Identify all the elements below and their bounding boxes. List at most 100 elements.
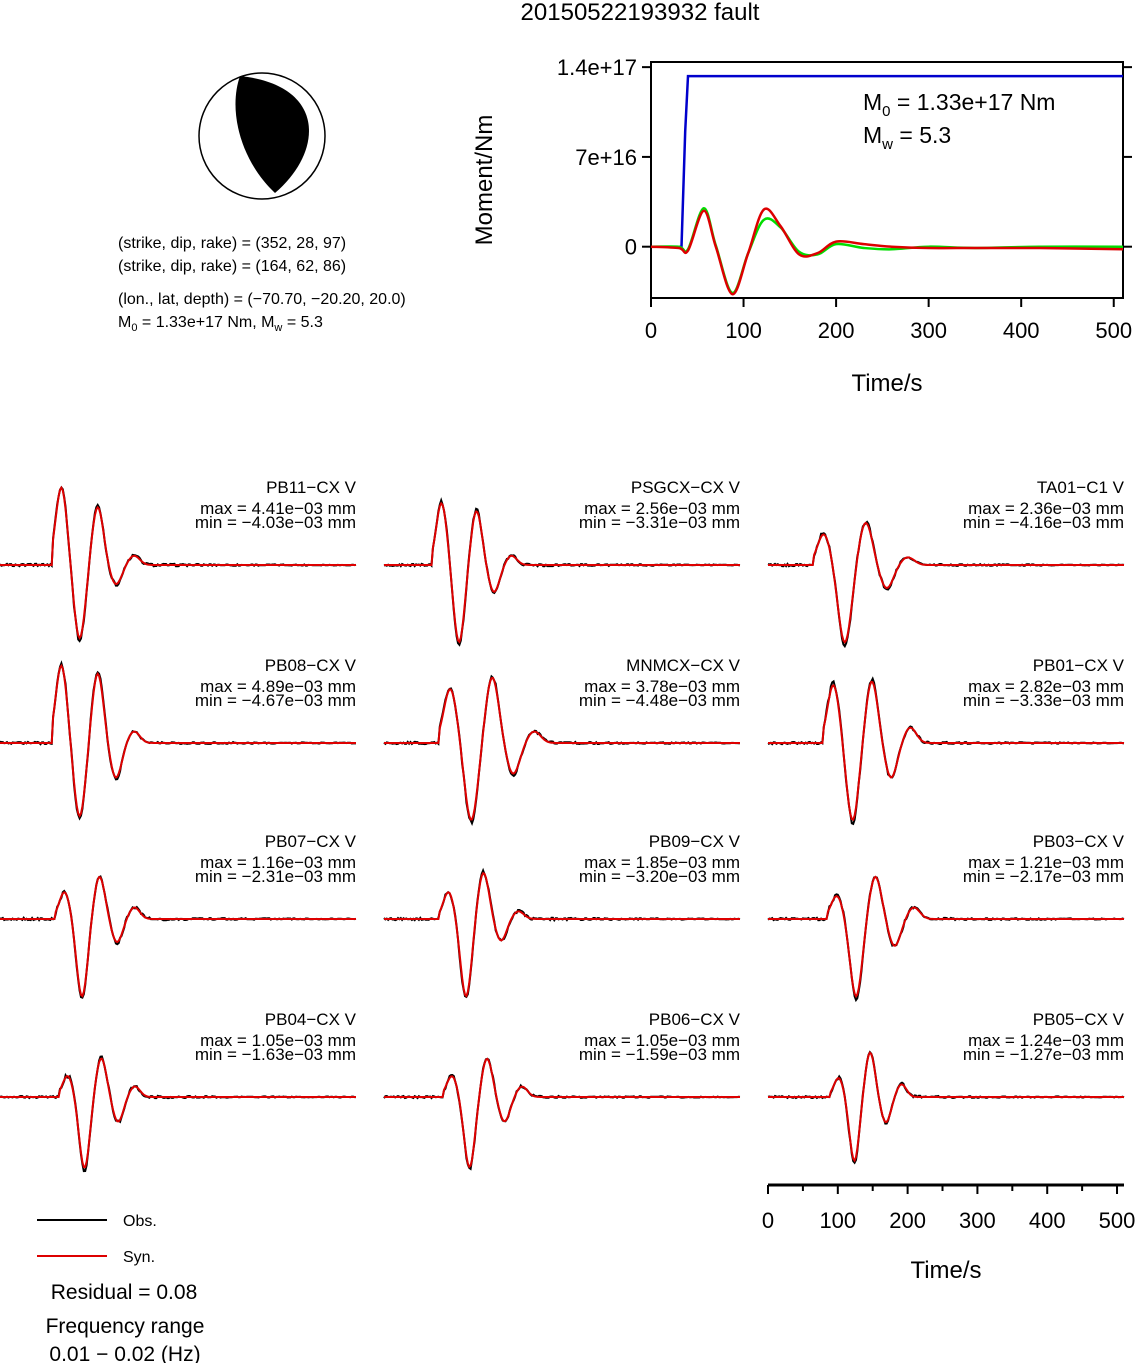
station-min: min = −1.59e−03 mm	[579, 1045, 740, 1064]
synthetic-trace	[768, 680, 1124, 821]
synthetic-trace	[0, 485, 356, 640]
beachball-icon	[198, 72, 326, 200]
station-name: PB05−CX V	[1033, 1010, 1125, 1029]
station-name: PB03−CX V	[1033, 832, 1125, 851]
observed-trace	[383, 867, 741, 999]
station-name: PB11−CX V	[266, 478, 357, 497]
station-max: max = 2.36e−03 mm	[968, 499, 1124, 518]
station-max: max = 4.41e−03 mm	[200, 499, 356, 518]
mechanism-info: (strike, dip, rake) = (352, 28, 97) (str…	[118, 235, 406, 334]
synthetic-trace	[384, 676, 740, 821]
station-min: min = −1.27e−03 mm	[963, 1045, 1124, 1064]
station-min: min = −4.16e−03 mm	[963, 513, 1124, 532]
station-max: max = 1.16e−03 mm	[200, 853, 356, 872]
observed-trace	[0, 875, 357, 999]
station-min: min = −2.31e−03 mm	[195, 867, 356, 886]
station-max: max = 4.89e−03 mm	[200, 677, 356, 696]
moment-xtick-label: 500	[1095, 318, 1132, 343]
station-min: min = −3.31e−03 mm	[579, 513, 740, 532]
station-name: MNMCX−CX V	[626, 656, 740, 675]
frequency-range-value: 0.01 − 0.02 (Hz)	[49, 1343, 200, 1363]
observed-trace	[767, 1050, 1125, 1165]
moment-ytick-label: 0	[625, 235, 637, 260]
synthetic-trace	[768, 521, 1124, 644]
waveform-xtick-label: 200	[889, 1208, 926, 1233]
moment-xtick-label: 200	[818, 318, 855, 343]
station-name: PB07−CX V	[265, 832, 357, 851]
observed-trace	[383, 1057, 741, 1171]
station-max: max = 1.05e−03 mm	[584, 1031, 740, 1050]
waveform-time-axis: Time/s 0 100 200 300 400 500	[762, 1183, 1136, 1284]
station-min: min = −3.20e−03 mm	[579, 867, 740, 886]
station-name: PB08−CX V	[265, 656, 357, 675]
station-max: max = 2.82e−03 mm	[968, 677, 1124, 696]
station-max: max = 2.56e−03 mm	[584, 499, 740, 518]
legend-syn-label: Syn.	[123, 1249, 155, 1266]
observed-trace	[0, 1055, 356, 1173]
waveform-xtick-label: 100	[819, 1208, 856, 1233]
moment-xtick-label: 0	[645, 318, 657, 343]
moment-series	[650, 74, 1124, 296]
waveform-xtick-label: 0	[762, 1208, 774, 1233]
station-min: min = −4.67e−03 mm	[195, 691, 356, 710]
station-name: PB06−CX V	[649, 1010, 741, 1029]
synthetic-trace	[768, 875, 1124, 999]
station-max: max = 1.24e−03 mm	[968, 1031, 1124, 1050]
moment-ytick-label: 7e+16	[575, 145, 637, 170]
station-min: min = −1.63e−03 mm	[195, 1045, 356, 1064]
nodal-plane-1: (strike, dip, rake) = (352, 28, 97)	[118, 235, 346, 252]
moment-series-line	[650, 206, 1124, 295]
magnitude-summary: M0 = 1.33e+17 Nm, Mw = 5.3	[118, 314, 323, 334]
station-min: min = −3.33e−03 mm	[963, 691, 1124, 710]
station-max: max = 1.05e−03 mm	[200, 1031, 356, 1050]
moment-ytick-label: 1.4e+17	[557, 55, 637, 80]
waveform-xtick-label: 300	[959, 1208, 996, 1233]
figure-title: 20150522193932 fault	[521, 0, 760, 26]
station-max: max = 3.78e−03 mm	[584, 677, 740, 696]
waveform-xtick-label: 500	[1099, 1208, 1136, 1233]
station-min: min = −2.17e−03 mm	[963, 867, 1124, 886]
station-name: PSGCX−CX V	[631, 478, 741, 497]
synthetic-trace	[384, 1057, 740, 1169]
moment-xtick-label: 400	[1003, 318, 1040, 343]
moment-chart: 0 100 200 300 400 500 1.4e+17 7e+16 0 M0 = 1.33e…	[471, 55, 1132, 397]
moment-series-line	[650, 207, 1124, 296]
frequency-range-label: Frequency range	[46, 1315, 205, 1338]
nodal-plane-2: (strike, dip, rake) = (164, 62, 86)	[118, 258, 346, 275]
synthetic-trace	[0, 663, 356, 818]
waveform-xlabel: Time/s	[910, 1257, 981, 1284]
moment-xtick-label: 100	[725, 318, 762, 343]
synthetic-trace	[0, 875, 356, 998]
synthetic-trace	[384, 871, 740, 998]
station-max: max = 1.21e−03 mm	[968, 853, 1124, 872]
residual-text: Residual = 0.08	[51, 1281, 198, 1304]
station-min: min = −4.03e−03 mm	[195, 513, 356, 532]
station-name: TA01−C1 V	[1037, 478, 1125, 497]
legend-obs-label: Obs.	[123, 1213, 157, 1230]
observed-trace	[767, 520, 1125, 649]
legend: Obs. Syn.	[37, 1213, 157, 1266]
moment-ticks: 0 100 200 300 400 500 1.4e+17 7e+16 0	[557, 55, 1132, 343]
station-min: min = −4.48e−03 mm	[579, 691, 740, 710]
moment-xtick-label: 300	[910, 318, 947, 343]
moment-ylabel: Moment/Nm	[471, 115, 498, 246]
observed-trace	[767, 876, 1125, 1003]
waveform-xtick-label: 400	[1029, 1208, 1066, 1233]
station-max: max = 1.85e−03 mm	[584, 853, 740, 872]
moment-mw-label: Mw = 5.3	[863, 122, 951, 153]
synthetic-trace	[384, 501, 740, 644]
synthetic-trace	[768, 1051, 1124, 1163]
station-name: PB04−CX V	[265, 1010, 357, 1029]
